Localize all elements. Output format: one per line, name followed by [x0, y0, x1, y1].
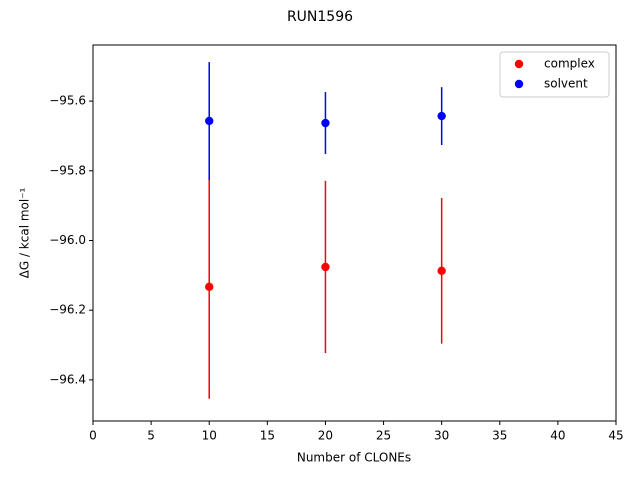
chart-title: RUN1596 — [287, 9, 353, 25]
point — [205, 282, 214, 292]
x-tick-label: 0 — [89, 429, 97, 443]
point — [437, 111, 446, 121]
x-tick-label: 5 — [147, 429, 155, 443]
x-axis-label: Number of CLONEs — [297, 451, 411, 465]
point — [321, 262, 330, 272]
legend-label: complex — [544, 57, 595, 71]
y-axis-label: ΔG / kcal mol⁻¹ — [18, 187, 32, 278]
x-tick-label: 40 — [550, 429, 565, 443]
plot-frame — [92, 44, 617, 422]
x-tick-label: 45 — [608, 429, 623, 443]
point — [321, 118, 330, 128]
y-tick-label: −96.2 — [49, 303, 86, 317]
x-tick-label: 20 — [318, 429, 333, 443]
legend-marker — [514, 59, 524, 69]
y-tick-label: −95.8 — [49, 163, 86, 177]
legend-label: solvent — [544, 77, 588, 91]
legend-box — [499, 51, 610, 98]
legend: complex solvent — [499, 51, 610, 98]
x-tick-label: 10 — [202, 429, 217, 443]
legend-marker — [514, 79, 524, 89]
y-tick-label: −96.0 — [49, 233, 86, 247]
x-tick-label: 25 — [376, 429, 391, 443]
y-tick-label: −96.4 — [49, 372, 86, 386]
x-tick-label: 30 — [434, 429, 449, 443]
point — [205, 116, 214, 126]
y-tick-label: −95.6 — [49, 94, 86, 108]
x-tick-label: 35 — [492, 429, 507, 443]
point — [437, 266, 446, 276]
x-tick-label: 15 — [260, 429, 275, 443]
